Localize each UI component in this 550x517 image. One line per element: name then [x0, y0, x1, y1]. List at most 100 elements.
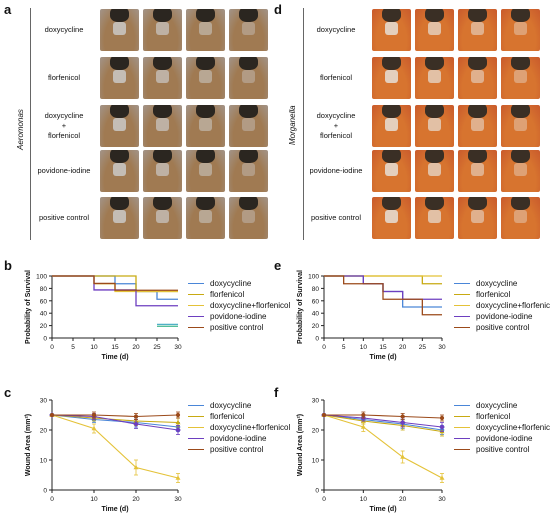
data-point: [133, 414, 139, 419]
legend-swatch: [188, 327, 204, 328]
legend-swatch: [454, 305, 470, 306]
turtle-head: [238, 150, 259, 164]
wound-photo: [415, 57, 454, 99]
series-line: [324, 275, 442, 316]
x-tick-label: 15: [111, 344, 119, 351]
y-tick-label: 100: [36, 274, 47, 281]
wound-patch: [155, 21, 170, 36]
wound-photo: [458, 9, 497, 51]
turtle-head: [424, 197, 445, 211]
series-line: [51, 414, 179, 431]
wound-photo: [415, 105, 454, 147]
turtle-head: [109, 105, 130, 119]
data-point: [439, 475, 445, 480]
wound-photo: [415, 197, 454, 239]
y-axis-label: Probability of Survival: [25, 270, 32, 344]
turtle-head: [195, 9, 216, 23]
turtle-head: [510, 105, 531, 119]
x-axis-label: Time (d): [369, 506, 396, 513]
wound-photo: [415, 9, 454, 51]
x-tick-label: 0: [322, 496, 326, 503]
survival-chart-morganella: 0 20 40 60 80 100 0 5 10 15 20 25 30 Time (d) Probabil…: [297, 270, 446, 361]
legend-label: povidone-iodine: [476, 312, 533, 321]
wound-photo: [186, 197, 225, 239]
wound-photo: [143, 105, 182, 147]
wound-patch: [155, 209, 170, 224]
x-tick-label: 5: [342, 344, 346, 351]
legend-swatch: [454, 283, 470, 284]
legend-swatch: [188, 427, 204, 428]
wound-patch: [470, 162, 485, 177]
wound-photo: [143, 150, 182, 192]
wound-patch: [513, 162, 528, 177]
x-tick-label: 15: [379, 344, 387, 351]
legend-label: florfenicol: [476, 290, 511, 299]
legend-label: doxycycline: [476, 279, 518, 288]
wound-patch: [155, 69, 170, 84]
series-line: [51, 414, 179, 479]
treatment-label: florfenicol: [47, 73, 81, 82]
x-tick-label: 30: [438, 344, 446, 351]
wound-patch: [470, 209, 485, 224]
turtle-head: [467, 57, 488, 71]
x-tick-label: 10: [90, 496, 98, 503]
wound-photo: [501, 9, 540, 51]
treatment-label: doxycycline: [316, 25, 356, 34]
wound-photo: [186, 9, 225, 51]
y-tick-label: 60: [40, 298, 48, 305]
wound-patch: [198, 209, 213, 224]
series-line: [324, 414, 443, 419]
turtle-head: [381, 150, 402, 164]
wound-photo: [229, 150, 268, 192]
legend-label: doxycycline+florfenicol: [210, 301, 291, 310]
legend-label: doxycycline+florfenicol: [210, 423, 291, 432]
wound-photo: [143, 57, 182, 99]
legend-label: positive control: [210, 323, 264, 332]
wound-patch: [112, 21, 127, 36]
wound-photo: [229, 57, 268, 99]
y-tick-label: 0: [315, 488, 319, 495]
legend-swatch: [454, 316, 470, 317]
data-point: [439, 415, 445, 421]
turtle-head: [467, 105, 488, 119]
turtle-head: [510, 9, 531, 23]
series-line: [52, 275, 178, 291]
y-tick-label: 40: [40, 311, 48, 318]
turtle-head: [510, 57, 531, 71]
turtle-head: [152, 197, 173, 211]
y-tick-label: 10: [40, 458, 48, 465]
turtle-head: [424, 57, 445, 71]
y-tick-label: 0: [43, 336, 47, 343]
legend-label: positive control: [476, 445, 530, 454]
legend-swatch: [454, 449, 470, 450]
wound-photo: [100, 9, 139, 51]
data-point: [360, 424, 366, 429]
turtle-head: [467, 197, 488, 211]
data-point: [91, 412, 97, 418]
data-point: [321, 412, 327, 418]
y-tick-label: 60: [312, 298, 320, 305]
treatment-label: doxycycline: [44, 25, 84, 34]
wound-patch: [513, 117, 528, 132]
wound-patch: [112, 117, 127, 132]
y-tick-label: 30: [40, 398, 48, 405]
y-tick-label: 80: [40, 286, 48, 293]
x-tick-label: 10: [360, 344, 368, 351]
wound-photo: [372, 9, 411, 51]
wound-patch: [427, 162, 442, 177]
panel-letter-d: d: [274, 2, 282, 17]
legend-label: povidone-iodine: [476, 434, 533, 443]
treatment-label: povidone-iodine: [309, 166, 363, 175]
wound-patch: [112, 162, 127, 177]
y-tick-label: 20: [312, 428, 320, 435]
wound-photo: [501, 150, 540, 192]
x-tick-label: 25: [153, 344, 161, 351]
series-line: [324, 275, 442, 285]
wound-patch: [241, 209, 256, 224]
series-line: [323, 414, 443, 433]
wound-patch: [241, 117, 256, 132]
x-tick-label: 20: [399, 344, 407, 351]
turtle-head: [238, 197, 259, 211]
turtle-head: [109, 150, 130, 164]
series-line: [323, 414, 443, 479]
